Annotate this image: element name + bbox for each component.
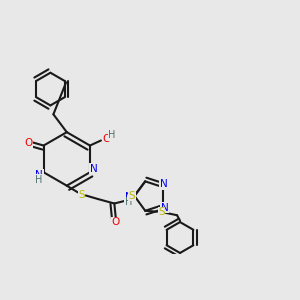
Text: S: S <box>78 190 85 200</box>
Text: S: S <box>158 207 165 217</box>
Text: N: N <box>161 202 169 212</box>
Text: H: H <box>108 130 116 140</box>
Text: H: H <box>125 197 132 207</box>
Text: O: O <box>112 217 120 227</box>
Text: O: O <box>103 134 111 144</box>
Text: N: N <box>125 192 133 202</box>
Text: H: H <box>35 175 43 185</box>
Text: S: S <box>129 191 136 201</box>
Text: N: N <box>160 179 167 189</box>
Text: O: O <box>24 138 32 148</box>
Text: N: N <box>90 164 98 174</box>
Text: N: N <box>35 170 43 180</box>
